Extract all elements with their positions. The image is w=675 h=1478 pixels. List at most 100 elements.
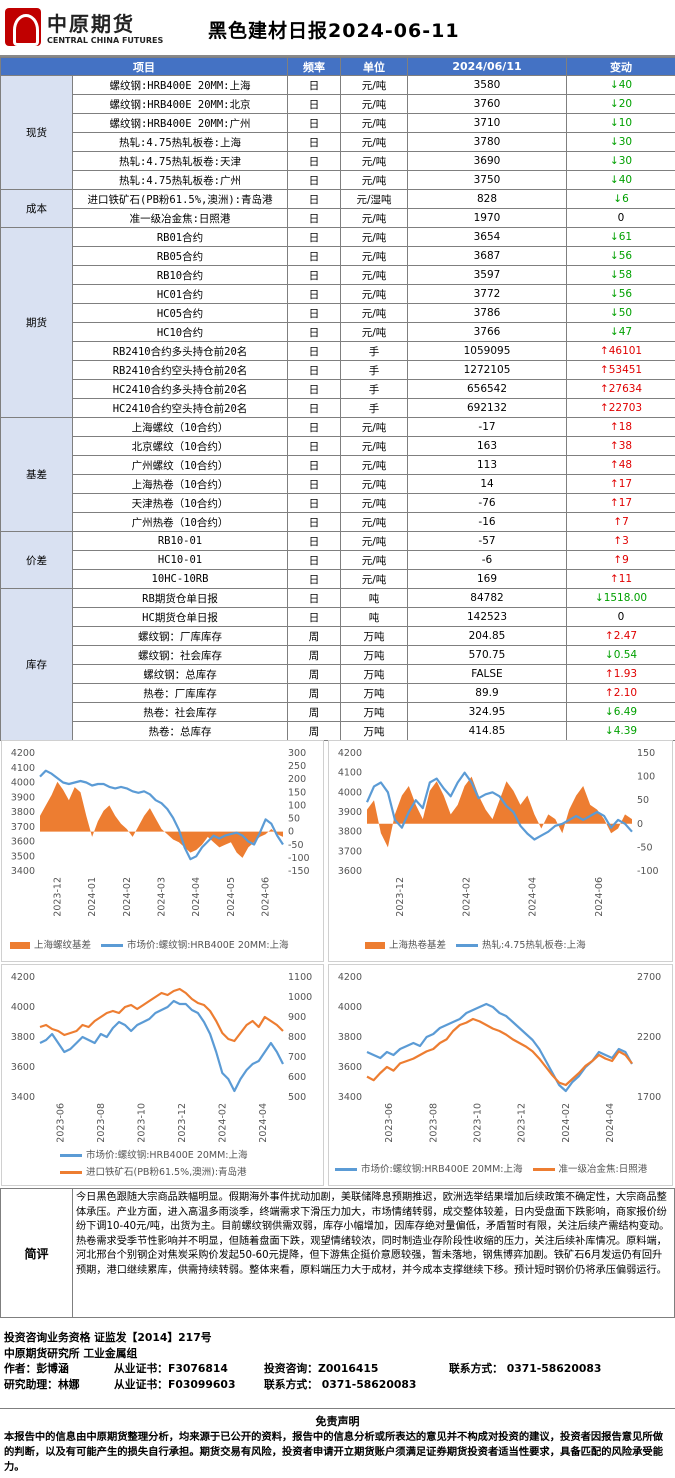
arrow-down-icon: ↓ — [594, 592, 604, 604]
left-axis-tick-label: 3400 — [11, 1092, 35, 1103]
header-divider — [0, 55, 675, 57]
legend-item: 准一级冶金焦:日照港 — [532, 1164, 647, 1175]
x-axis-tick-label: 2024-05 — [226, 877, 237, 917]
report-header: 中原期货 CENTRAL CHINA FUTURES 黑色建材日报2024-06… — [0, 0, 675, 57]
change-value: 40 — [618, 174, 633, 186]
table-row: 天津热卷（10合约）日元/吨 -76 ↑17 — [1, 493, 675, 513]
chart-canvas: 3600 3700 3800 3900 4000 4100 4200 -100 -50 0 50 10… — [338, 748, 659, 917]
arrow-down-icon: ↓ — [609, 136, 619, 148]
unit-cell: 万吨 — [340, 664, 408, 684]
left-axis-tick-label: 4100 — [11, 763, 35, 774]
right-axis-tick-label: 100 — [288, 800, 306, 811]
table-row: 螺纹钢：总库存周万吨 FALSE ↑1.93 — [1, 664, 675, 684]
left-axis-tick-label: 3600 — [338, 1062, 362, 1073]
frequency-cell: 日 — [287, 75, 341, 95]
change-value: 10 — [618, 117, 633, 129]
value-cell: 1059095 — [407, 341, 567, 361]
arrow-down-icon: ↓ — [609, 98, 619, 110]
series-line-1 — [366, 1017, 633, 1087]
item-cell: 螺纹钢:HRB400E 20MM:北京 — [72, 94, 288, 114]
change-cell: ↑53451 — [566, 360, 675, 380]
table-row: HC期货仓单日报日吨 142523 0 — [1, 607, 675, 627]
value-cell: 656542 — [407, 379, 567, 399]
company-logo: 中原期货 CENTRAL CHINA FUTURES — [5, 6, 163, 50]
value-cell: -76 — [407, 493, 567, 513]
x-axis-tick-label: 2023-06 — [384, 1103, 395, 1143]
arrow-down-icon: ↓ — [609, 288, 619, 300]
unit-cell: 手 — [340, 379, 408, 399]
table-row: 准一级冶金焦:日照港日元/吨 1970 0 — [1, 208, 675, 228]
right-axis-tick-label: 800 — [288, 1032, 306, 1043]
value-cell: 3687 — [407, 246, 567, 266]
frequency-cell: 日 — [287, 284, 341, 304]
change-cell: ↑17 — [566, 474, 675, 494]
charts-area: 3400 3500 3600 3700 3800 3900 4000 4100 4200 -150… — [0, 740, 675, 1187]
left-axis-tick-label: 4000 — [338, 787, 362, 798]
legend-label: 市场价:螺纹钢:HRB400E 20MM:上海 — [127, 940, 289, 951]
right-axis-tick-label: 1100 — [288, 972, 312, 983]
x-axis-tick-label: 2024-02 — [561, 1103, 572, 1143]
change-cell: ↑11 — [566, 569, 675, 589]
arrow-down-icon: ↓ — [609, 326, 619, 338]
item-cell: RB10合约 — [72, 265, 288, 285]
arrow-down-icon: ↓ — [604, 649, 614, 661]
item-cell: 热轧:4.75热轧板卷:广州 — [72, 170, 288, 190]
license-info: 投资咨询业务资格 证监发【2014】217号 — [4, 1331, 212, 1344]
arrow-up-icon: ↑ — [613, 516, 623, 528]
item-cell: 螺纹钢：总库存 — [72, 664, 288, 684]
column-header-frequency: 频率 — [287, 57, 341, 76]
unit-cell: 元/吨 — [340, 455, 408, 475]
value-cell: 163 — [407, 436, 567, 456]
table-row: 上海热卷（10合约）日元/吨 14 ↑17 — [1, 474, 675, 494]
unit-cell: 元/吨 — [340, 284, 408, 304]
x-axis-tick-label: 2024-01 — [87, 877, 98, 917]
left-axis-tick-label: 3600 — [11, 837, 35, 848]
right-axis-tick-label: 200 — [288, 774, 306, 785]
value-cell: -57 — [407, 531, 567, 551]
table-row: HC05合约日元/吨 3786 ↓50 — [1, 303, 675, 323]
item-cell: 上海螺纹（10合约） — [72, 417, 288, 437]
value-cell: 3760 — [407, 94, 567, 114]
item-cell: RB期货仓单日报 — [72, 588, 288, 608]
change-value: 40 — [618, 79, 633, 91]
x-axis-tick-label: 2023-12 — [395, 877, 406, 917]
column-header-item: 项目 — [0, 57, 288, 76]
value-cell: 142523 — [407, 607, 567, 627]
right-axis-tick-label: 1000 — [288, 992, 312, 1003]
change-value: 0.54 — [613, 649, 638, 661]
change-cell: ↓10 — [566, 113, 675, 133]
frequency-cell: 日 — [287, 474, 341, 494]
market-comment: 简评 今日黑色跟随大宗商品跌幅明显。假期海外事件扰动加剧，美联储降息预期推迟，欧… — [0, 1188, 675, 1318]
left-axis-tick-label: 3800 — [11, 807, 35, 818]
value-cell: 169 — [407, 569, 567, 589]
x-axis-tick-label: 2023-06 — [55, 1103, 66, 1143]
value-cell: 14 — [407, 474, 567, 494]
disclaimer-text: 本报告中的信息由中原期货整理分析，均来源于已公开的资料，报告中的信息分析或所表达… — [4, 1431, 663, 1473]
item-cell: HC01合约 — [72, 284, 288, 304]
x-axis-tick-label: 2024-06 — [261, 877, 272, 917]
frequency-cell: 日 — [287, 569, 341, 589]
unit-cell: 吨 — [340, 588, 408, 608]
right-axis-tick-label: 1700 — [637, 1092, 661, 1103]
unit-cell: 元/吨 — [340, 512, 408, 532]
change-value: 7 — [622, 516, 629, 528]
frequency-cell: 日 — [287, 170, 341, 190]
chart-canvas: 3400 3600 3800 4000 4200 1700 2200 2700 2023-06 2… — [338, 972, 661, 1143]
frequency-cell: 日 — [287, 113, 341, 133]
legend-swatch — [365, 942, 385, 949]
logo-mark-icon — [5, 8, 41, 46]
arrow-down-icon: ↓ — [609, 155, 619, 167]
value-cell: 324.95 — [407, 702, 567, 722]
item-cell: 广州热卷（10合约） — [72, 512, 288, 532]
table-row: 广州螺纹（10合约）日元/吨 113 ↑48 — [1, 455, 675, 475]
left-axis-tick-label: 3600 — [338, 866, 362, 877]
value-cell: 3597 — [407, 265, 567, 285]
frequency-cell: 日 — [287, 246, 341, 266]
frequency-cell: 日 — [287, 151, 341, 171]
right-axis-tick-label: 250 — [288, 761, 306, 772]
change-value: 0 — [617, 212, 625, 224]
right-axis-tick-label: -100 — [637, 866, 659, 877]
value-cell: 3766 — [407, 322, 567, 342]
left-axis-tick-label: 3600 — [11, 1062, 35, 1073]
unit-cell: 吨 — [340, 607, 408, 627]
